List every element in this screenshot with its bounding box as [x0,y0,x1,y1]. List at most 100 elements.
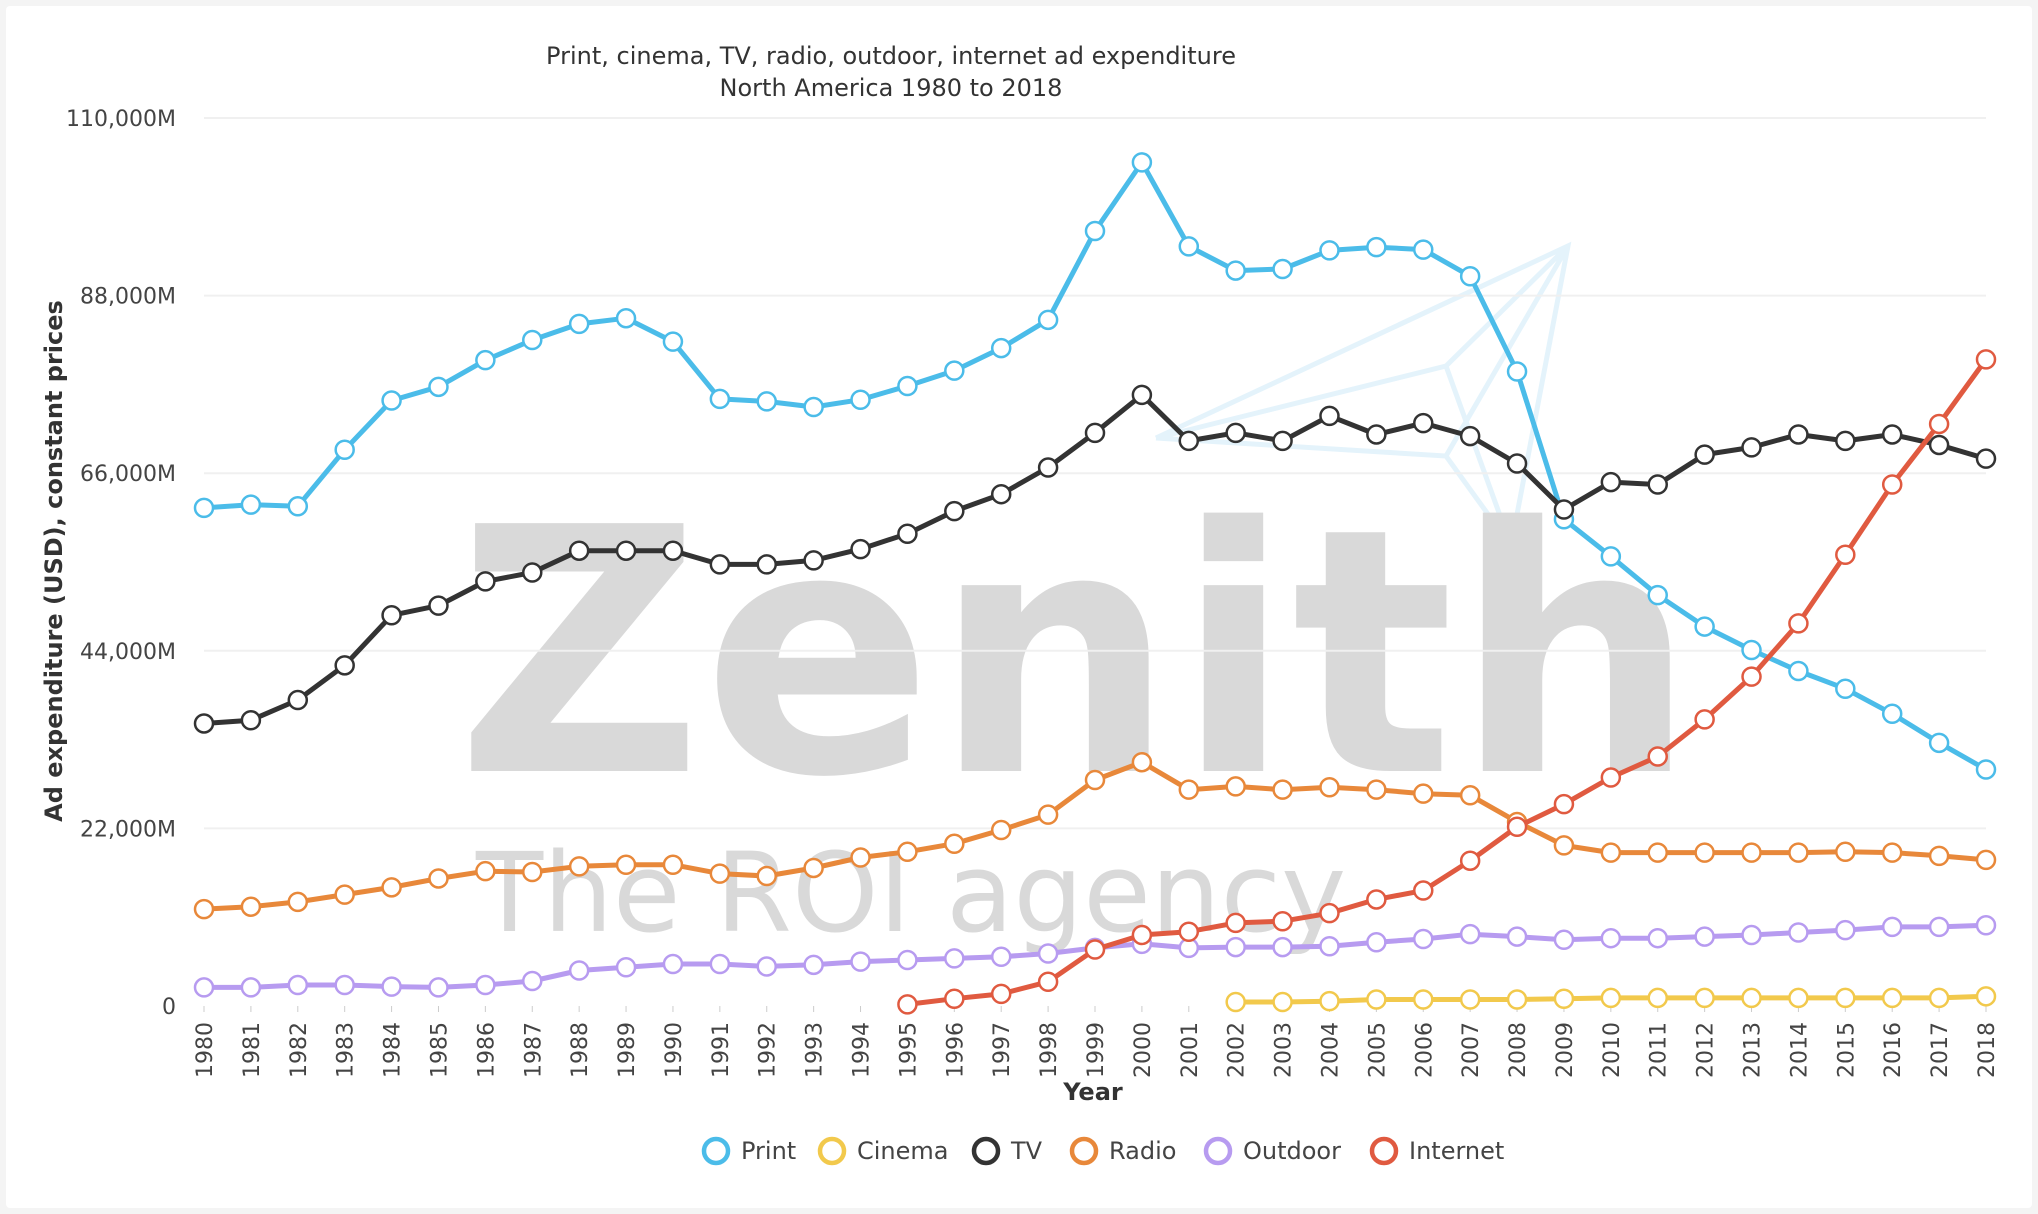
data-point-radio[interactable] [990,819,1012,841]
data-point-print[interactable] [1459,265,1481,287]
data-point-tv[interactable] [1459,425,1481,447]
data-point-internet[interactable] [1975,349,1997,370]
data-point-radio[interactable] [240,896,262,917]
data-point-print[interactable] [615,307,637,329]
data-point-internet[interactable] [1084,939,1106,960]
data-point-internet[interactable] [1928,413,1950,435]
data-point-radio[interactable] [756,865,777,887]
data-point-print[interactable] [1366,236,1387,258]
data-point-print[interactable] [1741,639,1762,661]
legend-item-radio[interactable]: Radio [1069,1136,1176,1166]
legend-item-cinema[interactable]: Cinema [817,1136,949,1166]
data-point-radio[interactable] [1459,785,1481,806]
data-point-internet[interactable] [1131,924,1153,946]
data-point-print[interactable] [850,389,871,410]
data-point-tv[interactable] [287,689,309,711]
data-point-tv[interactable] [193,713,215,734]
data-point-tv[interactable] [1506,453,1528,474]
data-point-tv[interactable] [1600,471,1622,493]
data-point-radio[interactable] [522,861,543,883]
data-point-tv[interactable] [1178,430,1200,452]
data-point-radio[interactable] [1553,835,1575,856]
data-point-internet[interactable] [1600,767,1622,788]
data-point-print[interactable] [193,497,215,519]
data-point-internet[interactable] [1178,921,1200,942]
data-point-print[interactable] [522,329,543,351]
data-point-radio[interactable] [1272,779,1293,800]
data-point-tv[interactable] [1131,384,1153,406]
data-point-tv[interactable] [240,709,262,731]
data-point-tv[interactable] [1694,444,1715,465]
data-point-outdoor[interactable] [850,951,871,972]
data-point-outdoor[interactable] [756,956,777,977]
data-point-radio[interactable] [944,833,965,854]
data-point-outdoor[interactable] [1647,927,1668,949]
data-point-tv[interactable] [381,605,402,626]
data-point-outdoor[interactable] [1741,924,1762,946]
data-point-print[interactable] [475,349,496,371]
data-point-print[interactable] [1225,260,1246,281]
data-point-print[interactable] [1835,678,1856,699]
data-point-print[interactable] [756,391,777,412]
data-point-radio[interactable] [334,884,355,905]
data-point-radio[interactable] [1084,769,1106,791]
data-point-radio[interactable] [803,857,824,879]
data-point-tv[interactable] [615,540,637,561]
data-point-radio[interactable] [1366,779,1387,800]
data-point-print[interactable] [662,331,684,352]
data-point-tv[interactable] [1225,422,1246,444]
data-point-internet[interactable] [1366,889,1387,910]
data-point-outdoor[interactable] [1600,927,1622,949]
data-point-cinema[interactable] [1694,987,1715,1009]
data-point-print[interactable] [1131,152,1153,173]
data-point-print[interactable] [287,496,309,517]
data-point-internet[interactable] [1459,850,1481,871]
data-point-internet[interactable] [1647,746,1668,767]
data-point-outdoor[interactable] [803,954,824,976]
data-point-outdoor[interactable] [475,974,496,996]
data-point-outdoor[interactable] [381,976,402,997]
data-point-print[interactable] [990,337,1012,359]
data-point-tv[interactable] [428,595,449,616]
data-point-tv[interactable] [1366,424,1387,445]
data-point-radio[interactable] [1319,776,1340,798]
data-point-internet[interactable] [944,988,965,1009]
data-point-print[interactable] [1647,584,1668,606]
data-point-print[interactable] [428,376,449,398]
data-point-cinema[interactable] [1413,989,1434,1010]
data-point-tv[interactable] [1037,457,1059,478]
data-point-print[interactable] [240,494,262,515]
data-point-print[interactable] [1084,220,1106,242]
data-point-internet[interactable] [1272,910,1293,932]
data-point-cinema[interactable] [1553,988,1575,1009]
data-point-outdoor[interactable] [193,977,215,998]
data-point-cinema[interactable] [1881,987,1903,1009]
data-point-outdoor[interactable] [944,948,965,969]
data-point-cinema[interactable] [1225,991,1246,1013]
data-point-tv[interactable] [1553,499,1575,520]
data-point-internet[interactable] [1506,816,1528,838]
data-point-tv[interactable] [1881,424,1903,445]
data-point-radio[interactable] [428,868,449,889]
data-point-outdoor[interactable] [709,953,731,975]
legend-item-outdoor[interactable]: Outdoor [1203,1136,1341,1166]
data-point-tv[interactable] [944,500,965,522]
data-point-tv[interactable] [1741,437,1762,458]
data-point-print[interactable] [1272,258,1293,280]
data-point-radio[interactable] [615,854,637,875]
data-point-internet[interactable] [1788,613,1809,634]
data-point-internet[interactable] [1037,971,1059,993]
data-point-print[interactable] [1694,616,1715,637]
data-point-cinema[interactable] [1788,987,1809,1009]
data-point-print[interactable] [1975,759,1997,780]
data-point-print[interactable] [1788,660,1809,682]
data-point-cinema[interactable] [1319,990,1340,1012]
data-point-tv[interactable] [662,540,684,561]
data-point-radio[interactable] [1881,842,1903,863]
data-point-print[interactable] [381,390,402,411]
legend-item-print[interactable]: Print [701,1136,796,1166]
data-point-outdoor[interactable] [522,970,543,992]
data-point-tv[interactable] [756,554,777,575]
data-point-outdoor[interactable] [287,974,309,996]
data-point-print[interactable] [944,360,965,381]
